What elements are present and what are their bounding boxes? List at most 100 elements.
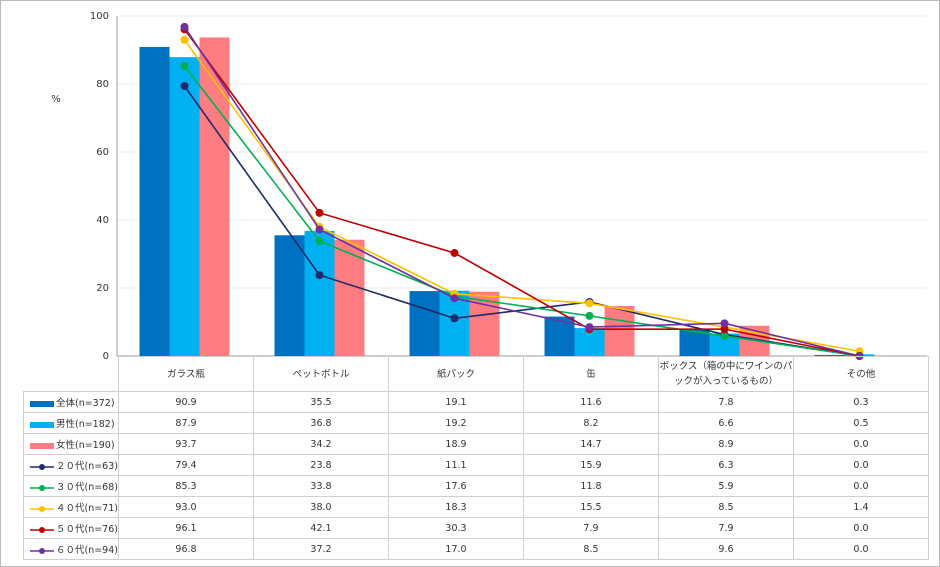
- point: [720, 331, 729, 340]
- point: [450, 294, 459, 303]
- point: [585, 311, 594, 320]
- table-value: 34.2: [252, 433, 389, 455]
- point: [315, 271, 324, 280]
- table-value: 14.7: [522, 433, 659, 455]
- point: [315, 237, 324, 246]
- table-value: 18.3: [387, 496, 524, 518]
- table-value: 15.5: [522, 496, 659, 518]
- point: [180, 35, 189, 44]
- legend-swatch: [30, 400, 54, 407]
- legend-swatch: [30, 505, 54, 512]
- legend-swatch: [30, 463, 54, 470]
- table-value: 7.9: [522, 517, 659, 539]
- table-value: 87.9: [117, 412, 254, 434]
- data-table: ガラス瓶 ペットボトル 紙パック缶ボックス（箱の中にワインのパックが入っているもの）…: [23, 356, 929, 560]
- category-label: 紙パック: [387, 356, 524, 392]
- table-value: 79.4: [117, 454, 254, 476]
- table-value: 9.6: [657, 538, 794, 560]
- legend-swatch: [39, 526, 45, 533]
- legend-swatch: [30, 421, 54, 428]
- y-tick-label: 100: [90, 11, 109, 22]
- bar: [199, 37, 230, 357]
- point: [180, 82, 189, 91]
- table-value: 23.8: [252, 454, 389, 476]
- table-value: 0.0: [792, 475, 929, 497]
- legend-label: ４０代(n=71): [56, 503, 118, 514]
- legend-swatch: [30, 442, 54, 449]
- table-value: 8.5: [522, 538, 659, 560]
- y-tick-label: 20: [96, 283, 109, 294]
- line: [183, 65, 860, 357]
- table-value: 93.7: [117, 433, 254, 455]
- legend-entry: ２０代(n=63): [23, 454, 119, 476]
- y-tick-label: 40: [96, 215, 109, 226]
- legend-swatch: [30, 526, 54, 533]
- table-value: 0.0: [792, 538, 929, 560]
- table-value: 42.1: [252, 517, 389, 539]
- category-label: 缶: [522, 356, 659, 392]
- bar: [709, 333, 740, 356]
- bar: [814, 354, 845, 356]
- bar: [604, 306, 635, 356]
- table-value: 0.3: [792, 391, 929, 413]
- legend-label: 全体(n=372): [56, 398, 115, 409]
- table-value: 19.1: [387, 391, 524, 413]
- table-value: 90.9: [117, 391, 254, 413]
- line: [183, 26, 860, 357]
- point: [315, 225, 324, 234]
- table-value: 36.8: [252, 412, 389, 434]
- category-label: ペットボトル: [252, 356, 389, 392]
- table-value: 38.0: [252, 496, 389, 518]
- legend-entry: 女性(n=190): [23, 433, 119, 455]
- table-value: 85.3: [117, 475, 254, 497]
- table-value: 8.9: [657, 433, 794, 455]
- table-value: 35.5: [252, 391, 389, 413]
- legend-swatch: [39, 505, 45, 512]
- point: [450, 314, 459, 323]
- table-value: 96.1: [117, 517, 254, 539]
- table-value: 7.8: [657, 391, 794, 413]
- table-value: 37.2: [252, 538, 389, 560]
- table-value: 11.8: [522, 475, 659, 497]
- legend-entry: 男性(n=182): [23, 412, 119, 434]
- table-value: 11.6: [522, 391, 659, 413]
- y-axis-label: %: [51, 94, 61, 105]
- point: [720, 319, 729, 328]
- legend-swatch: [30, 421, 54, 428]
- point: [450, 248, 459, 257]
- legend-swatch: [30, 400, 54, 407]
- category-label: ボックス（箱の中にワインのパックが入っているもの）: [657, 356, 794, 392]
- legend-label: ５０代(n=76): [56, 524, 118, 535]
- legend-entry: ４０代(n=71): [23, 496, 119, 518]
- bar: [139, 46, 170, 356]
- legend-swatch: [39, 484, 45, 491]
- point: [180, 61, 189, 70]
- table-value: 6.6: [657, 412, 794, 434]
- table-value: 11.1: [387, 454, 524, 476]
- table-value: 15.9: [522, 454, 659, 476]
- table-value: 0.0: [792, 517, 929, 539]
- y-tick-label: 80: [96, 79, 109, 90]
- legend-label: ３０代(n=68): [56, 482, 118, 493]
- table-value: 17.0: [387, 538, 524, 560]
- table-value: 5.9: [657, 475, 794, 497]
- point: [720, 325, 729, 334]
- legend-label: ２０代(n=63): [56, 461, 118, 472]
- table-value: 93.0: [117, 496, 254, 518]
- line: [183, 85, 860, 357]
- table-corner: [23, 356, 119, 392]
- table-value: 19.2: [387, 412, 524, 434]
- point: [585, 299, 594, 308]
- table-value: 0.0: [792, 433, 929, 455]
- bar: [334, 239, 365, 356]
- legend-label: 女性(n=190): [56, 440, 115, 451]
- bar: [679, 329, 710, 356]
- legend-swatch: [39, 547, 45, 554]
- legend-swatch: [30, 442, 54, 449]
- table-value: 30.3: [387, 517, 524, 539]
- point: [180, 22, 189, 31]
- legend-label: ６０代(n=94): [56, 545, 118, 556]
- legend-swatch: [30, 547, 54, 554]
- category-label: ガラス瓶: [117, 356, 254, 392]
